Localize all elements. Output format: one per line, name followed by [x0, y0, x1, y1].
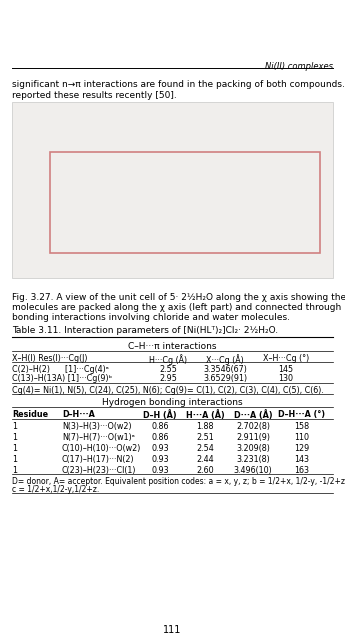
Text: C–H···π interactions: C–H···π interactions [128, 342, 216, 351]
Text: C(17)–H(17)···N(2): C(17)–H(17)···N(2) [62, 455, 135, 464]
Text: 3.496(10): 3.496(10) [234, 466, 272, 475]
Text: significant n→π interactions are found in the packing of both compounds. We have: significant n→π interactions are found i… [12, 80, 345, 89]
Text: 0.93: 0.93 [151, 455, 169, 464]
Text: H···A (Å): H···A (Å) [186, 410, 224, 420]
Text: 2.95: 2.95 [159, 374, 177, 383]
Text: 130: 130 [278, 374, 294, 383]
Text: 0.86: 0.86 [151, 433, 169, 442]
Text: C(2)–H(2)      [1]···Cg(4)ᵃ: C(2)–H(2) [1]···Cg(4)ᵃ [12, 365, 109, 374]
Text: X–H···Cg (°): X–H···Cg (°) [263, 354, 309, 363]
Text: N(3)–H(3)···O(w2): N(3)–H(3)···O(w2) [62, 422, 132, 431]
Text: X···Cg (Å): X···Cg (Å) [206, 354, 244, 365]
Text: C(13)–H(13A) [1]···Cg(9)ᵇ: C(13)–H(13A) [1]···Cg(9)ᵇ [12, 374, 112, 383]
Text: X–H(I) Res(I)···Cg(J): X–H(I) Res(I)···Cg(J) [12, 354, 88, 363]
Text: bonding interactions involving chloride and water molecules.: bonding interactions involving chloride … [12, 313, 290, 322]
Text: Cg(4)= Ni(1), N(5), C(24), C(25), N(6); Cg(9)= C(1), C(2), C(3), C(4), C(5), C(6: Cg(4)= Ni(1), N(5), C(24), C(25), N(6); … [12, 386, 324, 395]
Text: 110: 110 [295, 433, 309, 442]
Text: 1: 1 [12, 444, 17, 453]
Text: 111: 111 [163, 625, 181, 635]
Text: 0.86: 0.86 [151, 422, 169, 431]
Text: H···Cg (Å): H···Cg (Å) [149, 354, 187, 365]
Text: Residue: Residue [12, 410, 48, 419]
Text: 2.44: 2.44 [196, 455, 214, 464]
Text: 2.55: 2.55 [159, 365, 177, 374]
Text: 129: 129 [294, 444, 309, 453]
Text: 1: 1 [12, 466, 17, 475]
Text: 1: 1 [12, 455, 17, 464]
Text: 1: 1 [12, 422, 17, 431]
Text: D–H (Å): D–H (Å) [143, 410, 177, 420]
Text: C(10)–H(10)···O(w2): C(10)–H(10)···O(w2) [62, 444, 141, 453]
Text: 145: 145 [278, 365, 294, 374]
Text: 3.3546(67): 3.3546(67) [203, 365, 247, 374]
Text: 2.51: 2.51 [196, 433, 214, 442]
Text: 2.54: 2.54 [196, 444, 214, 453]
Text: D···A (Å): D···A (Å) [234, 410, 272, 420]
Text: 158: 158 [294, 422, 309, 431]
Text: c = 1/2+x,1/2-y,1/2+z.: c = 1/2+x,1/2-y,1/2+z. [12, 485, 99, 494]
Text: 163: 163 [295, 466, 309, 475]
Bar [50, 152, 320, 253]
Text: N(7)–H(7)···O(w1)ᵃ: N(7)–H(7)···O(w1)ᵃ [62, 433, 135, 442]
Text: molecules are packed along the χ axis (left part) and connected through hydrogen: molecules are packed along the χ axis (l… [12, 303, 345, 312]
Text: C(23)–H(23)···Cl(1): C(23)–H(23)···Cl(1) [62, 466, 137, 475]
Text: reported these results recently [50].: reported these results recently [50]. [12, 91, 177, 100]
Text: 2.911(9): 2.911(9) [236, 433, 270, 442]
Text: 0.93: 0.93 [151, 444, 169, 453]
Text: 143: 143 [295, 455, 309, 464]
Text: 3.6529(91): 3.6529(91) [203, 374, 247, 383]
Text: Hydrogen bonding interactions: Hydrogen bonding interactions [102, 398, 242, 407]
Text: Table 3.11. Interaction parameters of [Ni(HLᵀ)₂]Cl₂· 2½H₂O.: Table 3.11. Interaction parameters of [N… [12, 326, 278, 335]
Text: D–H···A: D–H···A [62, 410, 95, 419]
Text: D–H···A (°): D–H···A (°) [278, 410, 326, 419]
Text: D= donor, A= acceptor. Equivalent position codes: a = x, y, z; b = 1/2+x, 1/2-y,: D= donor, A= acceptor. Equivalent positi… [12, 477, 345, 486]
Text: Ni(II) complexes: Ni(II) complexes [265, 62, 333, 71]
Text: 2.60: 2.60 [196, 466, 214, 475]
Text: 1: 1 [12, 433, 17, 442]
Bar [12, 102, 333, 278]
Text: 3.231(8): 3.231(8) [236, 455, 270, 464]
Text: Fig. 3.27. A view of the unit cell of 5· 2½H₂O along the χ axis showing the: Fig. 3.27. A view of the unit cell of 5·… [12, 293, 345, 302]
Text: 0.93: 0.93 [151, 466, 169, 475]
Text: 1.88: 1.88 [196, 422, 214, 431]
Text: 2.702(8): 2.702(8) [236, 422, 270, 431]
Text: 3.209(8): 3.209(8) [236, 444, 270, 453]
